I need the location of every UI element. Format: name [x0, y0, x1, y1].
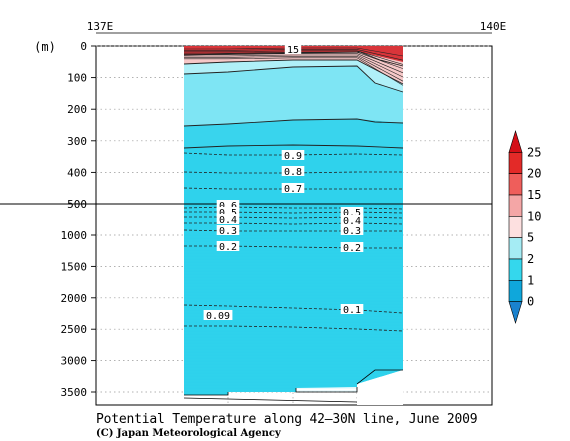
y-tick-label: 500 — [67, 198, 87, 211]
colorbar-tick-label: 15 — [527, 188, 541, 202]
contour-label-bg — [203, 310, 233, 320]
contour-line — [183, 59, 404, 85]
seafloor-outline — [184, 392, 229, 396]
contour-label: 0.5 — [343, 208, 361, 219]
contour-label-bg — [281, 150, 305, 160]
contour-label-bg — [284, 44, 302, 54]
colorbar-segment — [508, 129, 523, 153]
colorbar-segment — [508, 194, 523, 217]
colorbar-tick-label: 1 — [527, 273, 534, 287]
contour-lines — [0, 47, 492, 403]
colorbar-segment — [508, 301, 523, 325]
y-tick-label: 200 — [67, 103, 87, 116]
contour-label-bg — [340, 207, 364, 217]
y-tick-label: 2000 — [61, 292, 88, 305]
contour-label-bg — [216, 214, 240, 224]
colorbar-segment — [508, 237, 523, 260]
top-axis-tick-label: 140E — [480, 20, 507, 33]
y-tick-label: 300 — [67, 135, 87, 148]
colorbar-segment — [508, 280, 523, 302]
contour-line — [184, 56, 404, 82]
colorbar-segment — [508, 152, 523, 174]
contour-label-bg — [216, 225, 240, 235]
contour-label: 0.5 — [219, 208, 237, 219]
contour-label: 0.8 — [284, 167, 302, 178]
contour-line — [183, 65, 404, 93]
seafloor-outline — [183, 397, 358, 403]
contour-labels: 150.90.80.70.60.50.40.50.40.3 0.30.2 0.20.… — [203, 44, 364, 322]
warm-surface-fill — [184, 46, 403, 84]
contour-label: 0.09 — [206, 311, 230, 322]
contour-label-bg — [216, 241, 240, 251]
contour-label: 0.2 — [219, 242, 237, 253]
contour-line — [183, 51, 404, 67]
contour-label-bg — [340, 304, 364, 314]
contour-label: 0.2 — [343, 243, 361, 254]
contour-label-bg — [216, 200, 240, 210]
seafloor-outline — [295, 387, 358, 393]
colorbar-tick-label: 20 — [527, 167, 541, 181]
colorbar-segment — [508, 216, 523, 238]
contour-label: 0.3 — [219, 226, 237, 237]
contour-label: 0.7 — [284, 184, 302, 195]
contour-label-bg — [340, 225, 364, 235]
axes: 137E 140E (m) 0 100 200 300 400 500 1000 1500 2000 2… — [34, 20, 506, 399]
contour-label: 0.3 — [343, 226, 361, 237]
colorbar-tick-label: 10 — [527, 209, 541, 223]
colorbar-tick-label: 5 — [527, 231, 534, 245]
colorbar-segment — [508, 173, 523, 196]
y-tick-label: 2500 — [61, 323, 88, 336]
contour-label: 0.4 — [343, 216, 361, 227]
contour-label: 0.6 — [219, 201, 237, 212]
y-unit-label: (m) — [34, 40, 56, 54]
contour-line — [184, 54, 404, 78]
contour-line — [184, 50, 404, 65]
y-tick-label: 1000 — [61, 229, 88, 242]
contour-label-bg — [216, 207, 240, 217]
contour-label-bg — [281, 166, 305, 176]
contour-label: 0.4 — [219, 215, 237, 226]
contour-label: 15 — [287, 45, 299, 56]
contour-line — [184, 49, 404, 61]
y-tick-label: 1500 — [61, 260, 88, 273]
y-tick-label: 0 — [80, 40, 87, 53]
contour-label-bg — [340, 242, 364, 252]
contour-label-bg — [281, 183, 305, 193]
contour-label: 0.1 — [343, 305, 361, 316]
seafloor-outline — [356, 369, 403, 385]
colorbar-segment — [508, 258, 523, 281]
y-tick-label: 3000 — [61, 355, 88, 368]
contour-line — [183, 118, 404, 127]
contour-label-bg — [340, 215, 364, 225]
colorbar-tick-label: 0 — [527, 295, 534, 309]
chart-credit: (C) Japan Meteorological Agency — [96, 428, 281, 439]
contour-label: 0.9 — [284, 151, 302, 162]
contour-line — [183, 144, 404, 149]
y-tick-label: 3500 — [61, 386, 88, 399]
seafloor-cutout — [357, 370, 403, 405]
colorbar-tick-label: 25 — [527, 145, 541, 159]
y-tick-label: 400 — [67, 166, 87, 179]
y-tick-label: 100 — [67, 72, 87, 85]
contour-line — [184, 47, 404, 57]
chart-title: Potential Temperature along 42–30N line,… — [96, 412, 478, 427]
colorbar-tick-label: 2 — [527, 252, 534, 266]
top-axis-tick-label: 137E — [87, 20, 114, 33]
